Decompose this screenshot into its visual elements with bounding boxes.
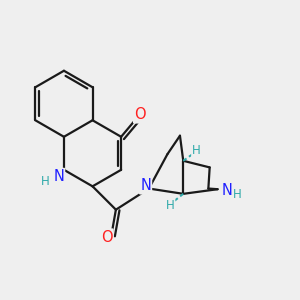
Text: N: N (140, 178, 151, 194)
Text: H: H (233, 188, 242, 201)
Text: H: H (192, 144, 201, 157)
Text: O: O (134, 107, 146, 122)
Text: H: H (166, 199, 174, 212)
Text: O: O (101, 230, 112, 244)
Text: N: N (221, 183, 232, 198)
Text: N: N (53, 169, 64, 184)
Text: H: H (41, 175, 50, 188)
